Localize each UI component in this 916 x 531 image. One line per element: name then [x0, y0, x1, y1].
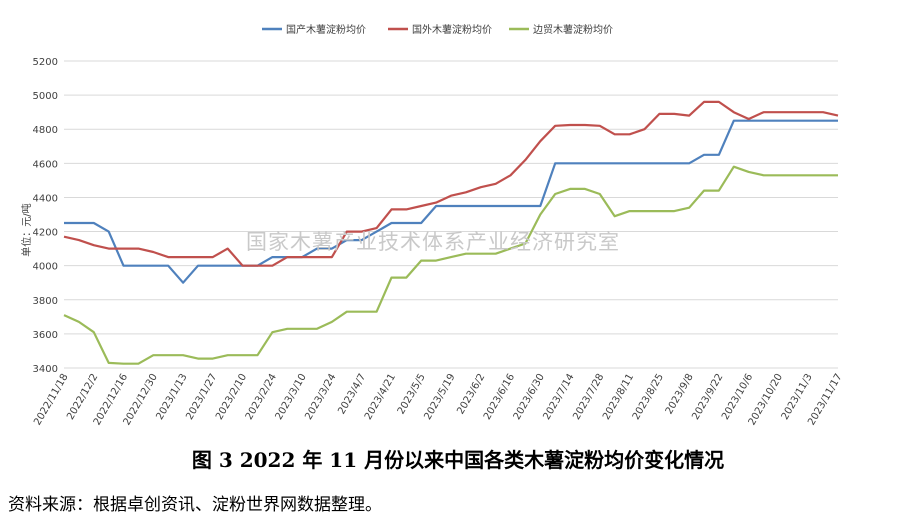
legend-label: 国外木薯淀粉均价	[412, 23, 492, 36]
y-tick-label: 5200	[33, 57, 58, 68]
price-line-chart: 3400 3600 3800 4000 4200 4400 4600 4800 5000 5200…	[20, 23, 845, 427]
y-tick-label: 3600	[33, 330, 58, 341]
y-tick-label: 3800	[33, 296, 58, 307]
x-tick-label: 2023/5/5	[396, 372, 428, 416]
legend: 国产木薯淀粉均价 国外木薯淀粉均价 边贸木薯淀粉均价	[262, 23, 613, 36]
series-line-1	[63, 100, 839, 267]
x-tick-label: 2023/4/21	[363, 372, 398, 422]
y-tick-label: 4200	[33, 228, 58, 239]
y-tick-label: 5000	[33, 91, 58, 102]
x-tick-label: 2023/6/2	[455, 372, 487, 416]
legend-label: 国产木薯淀粉均价	[286, 23, 366, 36]
y-tick-label: 4800	[33, 125, 58, 136]
watermark: 国家木薯产业技术体系产业经济研究室	[246, 230, 620, 254]
x-tick-label: 2023/8/25	[631, 372, 666, 422]
x-tick-label: 2023/9/8	[664, 372, 696, 416]
y-gridlines	[64, 60, 838, 369]
series-lines	[63, 100, 839, 365]
series-line-2	[63, 165, 838, 365]
y-tick-label: 3400	[33, 364, 58, 375]
y-axis-label: 单位：元/吨	[20, 203, 33, 256]
y-tick-label: 4400	[33, 193, 58, 204]
x-tick-label: 2022/11/18	[32, 372, 70, 427]
x-tick-labels: 2022/11/182022/12/22022/12/162022/12/302…	[32, 372, 844, 427]
y-tick-label: 4000	[33, 262, 58, 273]
legend-label: 边贸木薯淀粉均价	[533, 23, 613, 36]
y-tick-labels: 3400 3600 3800 4000 4200 4400 4600 4800 5000 5200	[33, 57, 58, 375]
x-tick-label: 2023/5/19	[422, 372, 457, 422]
x-tick-label: 2023/3/24	[303, 372, 338, 422]
x-tick-label: 2023/4/7	[336, 372, 368, 416]
source-note: 资料来源：根据卓创资讯、淀粉世界网数据整理。	[8, 495, 382, 515]
figure-caption: 图 3 2022 年 11 月份以来中国各类木薯淀粉均价变化情况	[191, 448, 725, 472]
y-tick-label: 4600	[33, 159, 58, 170]
series-line-0	[64, 119, 838, 284]
